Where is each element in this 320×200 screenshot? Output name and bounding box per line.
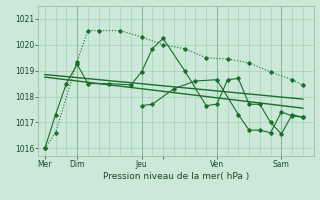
X-axis label: Pression niveau de la mer( hPa ): Pression niveau de la mer( hPa ) [103, 172, 249, 181]
